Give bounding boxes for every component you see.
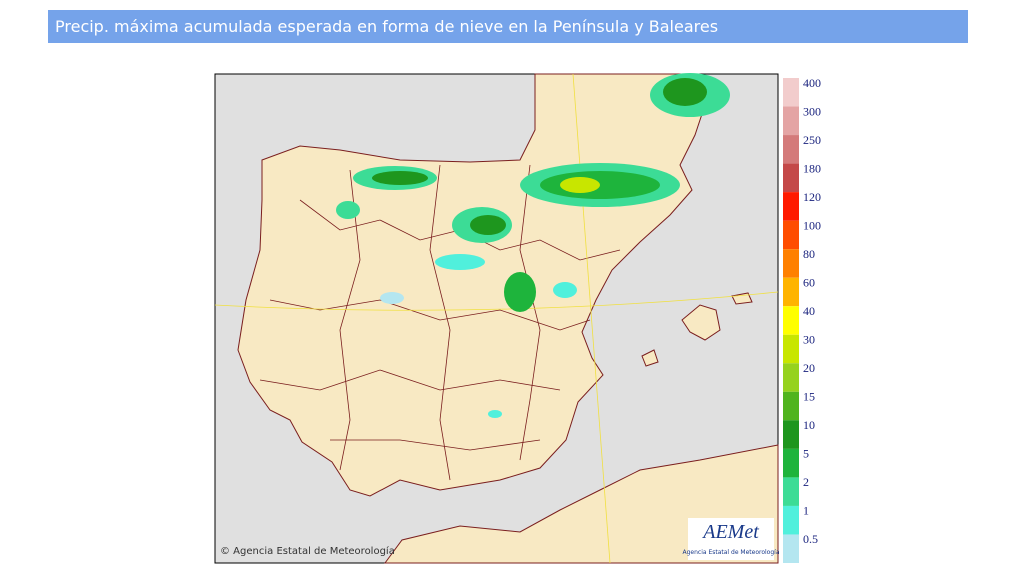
legend-label: 2 xyxy=(803,475,809,489)
graticule xyxy=(214,73,779,564)
legend-label: 80 xyxy=(803,247,815,261)
legend-swatch xyxy=(783,505,799,535)
legend-label: 20 xyxy=(803,361,815,375)
legend-swatch xyxy=(783,135,799,164)
legend-swatch xyxy=(783,391,799,421)
legend-label: 0.5 xyxy=(803,532,818,546)
legend-swatch xyxy=(783,249,799,278)
map: © Agencia Estatal de Meteorología AEMet … xyxy=(214,73,780,564)
legend-swatch xyxy=(783,220,799,250)
legend-label: 15 xyxy=(803,390,815,404)
copyright: © Agencia Estatal de Meteorología xyxy=(220,545,395,557)
legend-label: 180 xyxy=(803,161,821,175)
legend-label: 5 xyxy=(803,447,809,461)
legend-swatch xyxy=(783,477,799,506)
legend-label: 100 xyxy=(803,218,821,232)
legend-swatch xyxy=(783,306,799,335)
legend-swatch xyxy=(783,106,799,136)
legend-label: 10 xyxy=(803,418,815,432)
legend: 400 300 250 180 120 100 80 60 40 30 20 15 10 5 2 1 0.5 xyxy=(783,76,821,563)
legend-swatch xyxy=(783,420,799,449)
legend-label: 60 xyxy=(803,275,815,289)
legend-label: 1 xyxy=(803,504,809,518)
legend-swatch xyxy=(783,192,799,221)
page-title: Precip. máxima acumulada esperada en for… xyxy=(48,10,968,43)
island-ibiza xyxy=(641,349,659,367)
legend-label: 250 xyxy=(803,133,821,147)
legend-swatch xyxy=(783,334,799,364)
legend-label: 120 xyxy=(803,190,821,204)
legend-swatch xyxy=(783,363,799,392)
legend-label: 40 xyxy=(803,304,815,318)
legend-swatch xyxy=(783,277,799,307)
logo-caption: Agencia Estatal de Meteorología xyxy=(683,549,780,556)
land-africa xyxy=(384,444,779,564)
legend-label: 300 xyxy=(803,104,821,118)
legend-swatch xyxy=(783,163,799,193)
logo-box xyxy=(688,518,774,560)
logo: AEMet xyxy=(701,521,759,543)
borders xyxy=(259,164,621,481)
legend-swatch xyxy=(783,78,799,107)
legend-label: 400 xyxy=(803,76,821,90)
snow-areas xyxy=(336,73,730,418)
island-mallorca xyxy=(681,304,721,341)
legend-swatch xyxy=(783,448,799,478)
legend-swatch xyxy=(783,534,799,563)
legend-label: 30 xyxy=(803,333,815,347)
